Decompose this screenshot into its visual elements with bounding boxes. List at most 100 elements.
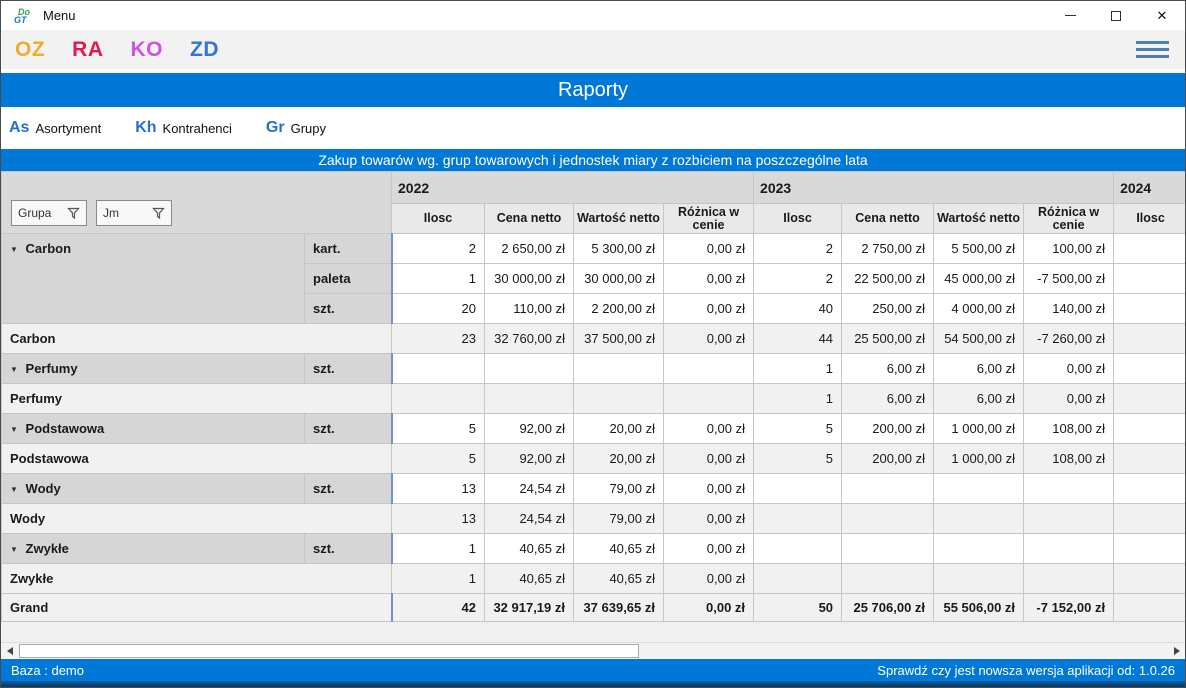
- value-cell: 42: [390, 593, 485, 622]
- column-header-cena-netto[interactable]: Cena netto: [841, 203, 935, 234]
- value-cell: 79,00 zł: [573, 503, 664, 534]
- version-check-link[interactable]: Sprawdź czy jest nowsza wersja aplikacji…: [877, 662, 1175, 678]
- collapse-arrow-icon[interactable]: ▼: [10, 485, 18, 494]
- table-filler-area: [1, 622, 1185, 642]
- group-cell[interactable]: ▼ Podstawowa: [1, 413, 305, 444]
- column-header-wartosc-netto[interactable]: Wartość netto: [573, 203, 664, 234]
- value-cell: 140,00 zł: [1023, 293, 1115, 324]
- collapse-arrow-icon[interactable]: ▼: [10, 545, 18, 554]
- column-header-cena-netto[interactable]: Cena netto: [484, 203, 574, 234]
- scrollbar-thumb[interactable]: [19, 644, 639, 658]
- value-cell: 0,00 zł: [662, 443, 755, 474]
- value-cell: [1113, 353, 1185, 384]
- hamburger-menu-icon[interactable]: [1134, 39, 1171, 60]
- value-cell: -7 152,00 zł: [1023, 593, 1115, 622]
- value-cell: 5 500,00 zł: [933, 233, 1025, 264]
- table-row: paleta 1 30 000,00 zł 30 000,00 zł 0,00 zł 2 2…: [2, 263, 1185, 294]
- year-header-row: 2022 2023 2024: [1, 171, 1185, 234]
- column-header-ilosc[interactable]: Ilosc: [391, 203, 485, 234]
- value-cell: [1113, 383, 1185, 414]
- value-cell: [753, 563, 843, 594]
- toolbar-item-zd[interactable]: ZD: [190, 37, 220, 61]
- group-cell[interactable]: ▼ Wody: [1, 473, 305, 504]
- value-cell: 30 000,00 zł: [573, 263, 664, 294]
- group-cell[interactable]: ▼ Perfumy: [1, 353, 305, 384]
- collapse-arrow-icon[interactable]: ▼: [10, 425, 18, 434]
- value-cell: [933, 563, 1025, 594]
- table-row: ▼ Wody szt. 13 24,54 zł 79,00 zł 0,00 zł: [1, 473, 1185, 504]
- year-header-2024[interactable]: 2024: [1113, 171, 1185, 204]
- value-cell: [1023, 533, 1115, 564]
- close-button[interactable]: ✕: [1139, 1, 1185, 30]
- group-cell[interactable]: ▼ Carbon: [1, 233, 305, 324]
- title-bar: Do GT Menu ✕: [1, 1, 1185, 30]
- value-cell: 24,54 zł: [484, 473, 574, 504]
- table-row: ▼ Carbon kart. 2 2 650,00 zł 5 300,00 zł 0,00…: [1, 233, 1185, 324]
- window-controls: ✕: [1047, 1, 1185, 30]
- value-cell: 32 917,19 zł: [484, 593, 574, 622]
- value-cell: 1: [390, 263, 485, 294]
- value-cell: [1113, 293, 1185, 324]
- collapse-arrow-icon[interactable]: ▼: [10, 245, 18, 254]
- column-header-ilosc[interactable]: Ilosc: [1113, 203, 1185, 234]
- value-cell: 0,00 zł: [662, 233, 755, 264]
- value-cell: [1113, 263, 1185, 294]
- year-header-2023[interactable]: 2023: [753, 171, 1115, 204]
- value-cell: 0,00 zł: [662, 533, 755, 564]
- value-cell: 54 500,00 zł: [933, 323, 1025, 354]
- filter-panel: Grupa Jm: [11, 200, 172, 226]
- tab-asortyment[interactable]: As Asortyment: [9, 119, 101, 137]
- year-header-2022[interactable]: 2022: [390, 171, 755, 204]
- collapse-arrow-icon[interactable]: ▼: [10, 365, 18, 374]
- value-cell: 6,00 zł: [933, 353, 1025, 384]
- table-row: ▼ Zwykłe szt. 1 40,65 zł 40,65 zł 0,00 zł: [1, 533, 1185, 564]
- minimize-icon: [1064, 15, 1076, 16]
- group-cell[interactable]: ▼ Zwykłe: [1, 533, 305, 564]
- scroll-left-icon: [6, 647, 13, 655]
- value-cell: 0,00 zł: [662, 563, 755, 594]
- maximize-button[interactable]: [1093, 1, 1139, 30]
- horizontal-scrollbar[interactable]: [1, 642, 1185, 659]
- value-cell: 250,00 zł: [841, 293, 935, 324]
- toolbar-item-oz[interactable]: OZ: [15, 37, 46, 61]
- scroll-left-button[interactable]: [1, 643, 18, 659]
- tab-kontrahenci-icon: Kh: [135, 119, 157, 136]
- tab-asortyment-icon: As: [9, 119, 30, 136]
- value-cell: 25 706,00 zł: [841, 593, 935, 622]
- grand-total-row: Grand 42 32 917,19 zł 37 639,65 zł 0,00 zł 50…: [1, 593, 1185, 622]
- report-table: 2022 2023 2024 Ilosc Cena netto Wartość …: [1, 171, 1185, 622]
- scroll-right-button[interactable]: [1168, 643, 1185, 659]
- value-cell: [1113, 533, 1185, 564]
- tab-kontrahenci[interactable]: Kh Kontrahenci: [135, 119, 232, 137]
- toolbar-item-ko[interactable]: KO: [130, 37, 164, 61]
- unit-cell: szt.: [304, 473, 392, 504]
- value-cell: [1023, 563, 1115, 594]
- value-cell: 25 500,00 zł: [841, 323, 935, 354]
- column-header-wartosc-netto[interactable]: Wartość netto: [933, 203, 1025, 234]
- value-cell: 13: [391, 503, 485, 534]
- minimize-button[interactable]: [1047, 1, 1093, 30]
- value-cell: 2 200,00 zł: [573, 293, 664, 324]
- jm-filter[interactable]: Jm: [96, 200, 172, 226]
- maximize-icon: [1111, 10, 1121, 21]
- column-header-ilosc[interactable]: Ilosc: [753, 203, 843, 234]
- group-summary-row: Wody 13 24,54 zł 79,00 zł 0,00 zł: [1, 503, 1185, 534]
- value-cell: 0,00 zł: [662, 293, 755, 324]
- value-cell: 0,00 zł: [662, 473, 755, 504]
- value-cell: 23: [391, 323, 485, 354]
- value-cell: [933, 533, 1025, 564]
- tab-grupy[interactable]: Gr Grupy: [266, 119, 326, 137]
- unit-cell: szt.: [304, 293, 392, 324]
- page-title: Raporty: [1, 73, 1185, 107]
- value-cell: 1 000,00 zł: [933, 443, 1025, 474]
- toolbar-item-ra[interactable]: RA: [72, 37, 104, 61]
- value-cell: 1: [753, 353, 843, 384]
- status-bar: Baza : demo Sprawdź czy jest nowsza wers…: [1, 659, 1185, 681]
- grupa-filter[interactable]: Grupa: [11, 200, 87, 226]
- tab-grupy-icon: Gr: [265, 119, 285, 136]
- group-summary-name: Perfumy: [1, 383, 392, 414]
- column-header-roznica[interactable]: Różnica w cenie: [662, 203, 755, 234]
- table-row: ▼ Perfumy szt. 1 6,00 zł 6,00 zł 0,00 zł: [1, 353, 1185, 384]
- group-summary-name: Zwykłe: [1, 563, 392, 594]
- column-header-roznica[interactable]: Różnica w cenie: [1023, 203, 1115, 234]
